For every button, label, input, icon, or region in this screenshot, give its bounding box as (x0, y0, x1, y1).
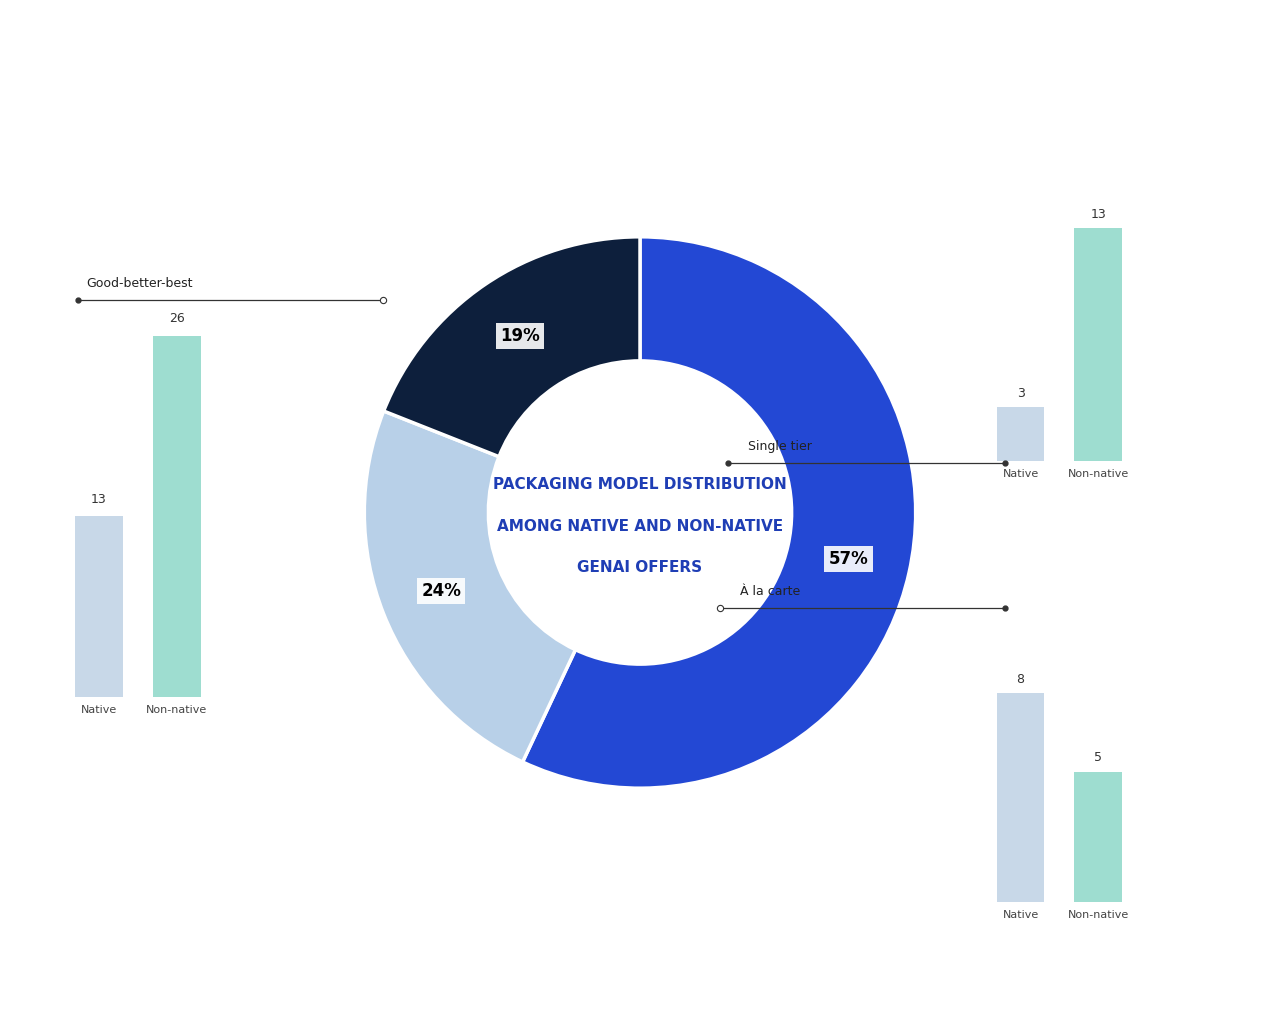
Wedge shape (365, 411, 576, 762)
Bar (997, 693, 1044, 902)
Bar (1074, 772, 1123, 902)
Bar (152, 336, 201, 697)
Wedge shape (384, 237, 640, 457)
Text: Good-better-best: Good-better-best (86, 277, 192, 290)
Bar (1074, 228, 1123, 461)
Text: 13: 13 (1091, 208, 1106, 220)
Text: 26: 26 (169, 313, 184, 325)
Bar (997, 407, 1044, 461)
Text: 3: 3 (1016, 387, 1024, 400)
Text: 13: 13 (91, 493, 106, 505)
Text: 8: 8 (1016, 673, 1024, 686)
Text: Single tier: Single tier (748, 440, 812, 453)
Text: 19%: 19% (500, 327, 540, 344)
Text: GENAI OFFERS: GENAI OFFERS (577, 560, 703, 575)
Text: À la carte: À la carte (740, 585, 800, 598)
Text: 5: 5 (1094, 751, 1102, 765)
Bar (76, 517, 123, 697)
Text: 24%: 24% (421, 582, 461, 601)
Text: PACKAGING MODEL DISTRIBUTION: PACKAGING MODEL DISTRIBUTION (493, 478, 787, 492)
Wedge shape (522, 237, 915, 788)
Text: AMONG NATIVE AND NON-NATIVE: AMONG NATIVE AND NON-NATIVE (497, 519, 783, 534)
Text: 57%: 57% (828, 550, 868, 568)
